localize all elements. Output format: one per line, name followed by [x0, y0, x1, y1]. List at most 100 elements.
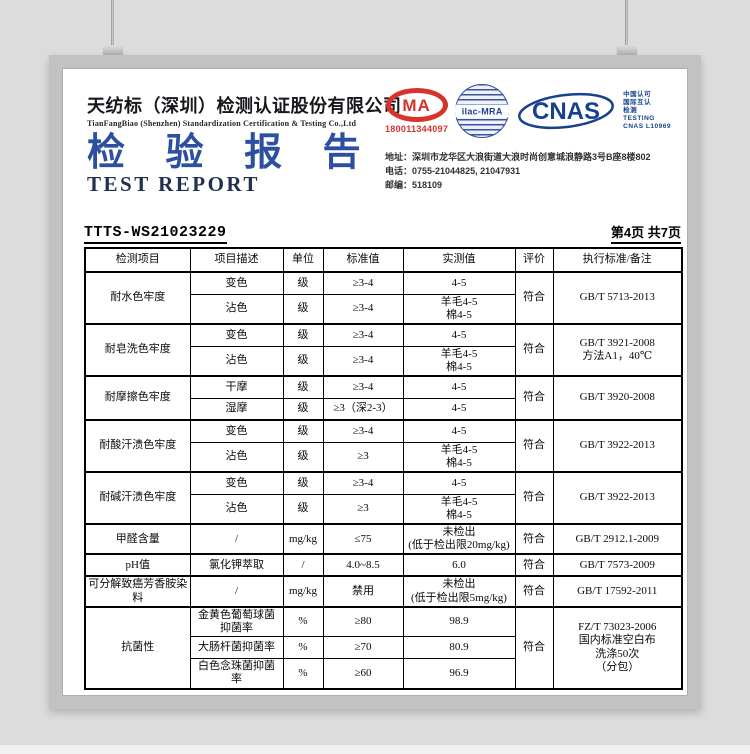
hanger-clip-left: [103, 45, 123, 56]
item-cell: 耐摩擦色牢度: [84, 375, 191, 421]
table-row: 大肠杆菌抑菌率 % ≥70 80.9: [85, 636, 682, 660]
standard-cell: ≤75: [322, 522, 404, 555]
phone-row: 电话： 0755-21044825, 21047931: [385, 164, 685, 178]
result-cell: 4-5: [402, 375, 516, 399]
ref-cell: GB/T 3922-2013: [552, 471, 683, 525]
result-cell: 未检出 (低于检出限5mg/kg): [402, 575, 516, 608]
ilac-mra-label: ilac-MRA: [455, 104, 510, 118]
table-row: pH值 氯化钾萃取 / 4.0~8.5 6.0 符合 GB/T 7573-200…: [84, 553, 683, 577]
desc-cell: 沾色: [189, 345, 284, 377]
standard-cell: ≥3-4: [322, 419, 404, 443]
report-number: TTTS-WS21023229: [84, 224, 227, 244]
desc-cell: 变色: [189, 271, 284, 295]
cnas-side-line: TESTING: [623, 115, 655, 122]
result-cell: 未检出 (低于检出限20mg/kg): [402, 522, 516, 555]
table-row: 耐酸汗渍色牢度 变色 级 ≥3-4 4-5 符合 GB/T 3922-2013: [84, 419, 683, 473]
item-cell: 甲醛含量: [84, 522, 191, 555]
desc-cell: /: [189, 575, 284, 608]
table-row: 可分解致癌芳香胺染料 / mg/kg 禁用 未检出 (低于检出限5mg/kg) …: [84, 575, 683, 608]
unit-cell: 级: [282, 271, 324, 295]
standard-cell: ≥3-4: [322, 323, 404, 347]
report-meta-line: TTTS-WS21023229 第4页 共7页: [84, 218, 681, 244]
desc-cell: 白色念珠菌抑菌 率: [189, 658, 284, 689]
evaluation-cell: 符合: [514, 375, 554, 421]
standard-cell: ≥3: [322, 493, 404, 525]
cnas-side-text: 中国认可 国际互认 检测 TESTING CNAS L10969: [623, 91, 671, 131]
unit-cell: mg/kg: [282, 575, 324, 608]
result-cell: 6.0: [402, 553, 516, 577]
desc-cell: 变色: [189, 471, 284, 495]
evaluation-cell: 符合: [514, 271, 554, 325]
cnas-logo: CNAS: [516, 89, 616, 133]
postcode-label: 邮编：: [385, 180, 413, 190]
unit-cell: %: [282, 658, 324, 689]
col-header-item: 检测项目: [84, 247, 191, 273]
unit-cell: 级: [282, 419, 324, 443]
result-cell: 羊毛4-5 棉4-5: [402, 493, 516, 525]
ref-cell: GB/T 7573-2009: [552, 553, 683, 577]
standard-cell: ≥80: [322, 605, 404, 638]
hanger-wire-left: [111, 0, 114, 50]
company-name-en: TianFangBiao (Shenzhen) Standardization …: [87, 119, 357, 128]
table-row: 甲醛含量 / mg/kg ≤75 未检出 (低于检出限20mg/kg) 符合 G…: [84, 522, 683, 555]
evaluation-cell: 符合: [514, 553, 554, 577]
standard-cell: ≥3-4: [322, 345, 404, 377]
evaluation-cell: 符合: [514, 419, 554, 473]
cnas-side-line: 检测: [623, 107, 638, 114]
standard-cell: ≥70: [322, 636, 404, 660]
unit-cell: %: [282, 636, 324, 660]
standard-cell: ≥3: [322, 441, 404, 473]
unit-cell: mg/kg: [282, 522, 324, 555]
col-header-unit: 单位: [282, 247, 324, 273]
test-results-table: 检测项目 项目描述 单位 标准值 实测值 评价 执行标准/备注 耐水色牢度 变色…: [84, 247, 683, 690]
table-row: 耐皂洗色牢度 变色 级 ≥3-4 4-5 符合 GB/T 3921-2008 方…: [84, 323, 683, 377]
item-cell: 可分解致癌芳香胺染料: [84, 575, 191, 608]
ref-cell: FZ/T 73023-2006 国内标准空白布 洗涤50次 （分包）: [552, 605, 683, 689]
hanger-wire-right: [625, 0, 628, 50]
cma-logo: MA 180011344097: [385, 88, 448, 134]
table-row: 沾色 级 ≥3 羊毛4-5 棉4-5: [85, 493, 682, 525]
result-cell: 4-5: [402, 271, 516, 295]
evaluation-cell: 符合: [514, 323, 554, 377]
cnas-side-line: 国际互认: [623, 99, 652, 106]
hanger-clip-right: [617, 45, 637, 56]
standard-cell: ≥3-4: [322, 375, 404, 399]
postcode-row: 邮编： 518109: [385, 178, 685, 192]
table-row: 白色念珠菌抑菌 率 % ≥60 96.9: [85, 658, 682, 689]
unit-cell: 级: [282, 345, 324, 377]
standard-cell: ≥3-4: [322, 471, 404, 495]
cma-letters: MA: [402, 95, 431, 115]
standard-cell: ≥60: [322, 658, 404, 689]
unit-cell: 级: [282, 441, 324, 473]
table-row: 抗菌性 金黄色葡萄球菌 抑菌率 % ≥80 98.9 符合 FZ/T 73023…: [84, 605, 683, 689]
address-row: 地址： 深圳市龙华区大浪街道大浪时尚创意城浪静路3号B座8楼802: [385, 150, 685, 164]
desc-cell: 大肠杆菌抑菌率: [189, 636, 284, 660]
evaluation-cell: 符合: [514, 471, 554, 525]
evaluation-cell: 符合: [514, 605, 554, 689]
phone-label: 电话：: [385, 166, 413, 176]
accreditation-logos: MA 180011344097 ilac-MRA CNAS: [385, 80, 685, 142]
desc-cell: 湿摩: [189, 397, 284, 421]
result-cell: 羊毛4-5 棉4-5: [402, 345, 516, 377]
desc-cell: 沾色: [189, 441, 284, 473]
desc-cell: 变色: [189, 323, 284, 347]
cnas-swoosh-icon: CNAS: [518, 92, 615, 130]
unit-cell: 级: [282, 323, 324, 347]
item-cell: 耐酸汗渍色牢度: [84, 419, 191, 473]
result-cell: 4-5: [402, 471, 516, 495]
cma-oval-icon: MA: [385, 88, 448, 122]
unit-cell: 级: [282, 293, 324, 325]
postcode-value: 518109: [412, 180, 443, 190]
desc-cell: 变色: [189, 419, 284, 443]
item-cell: 耐碱汗渍色牢度: [84, 471, 191, 525]
report-title-en: TEST REPORT: [87, 171, 260, 196]
ref-cell: GB/T 17592-2011: [552, 575, 683, 608]
desc-cell: 氯化钾萃取: [189, 553, 284, 577]
result-cell: 4-5: [402, 323, 516, 347]
report-board: 天纺标（深圳）检测认证股份有限公司 TianFangBiao (Shenzhen…: [49, 55, 701, 709]
table-header-row: 检测项目 项目描述 单位 标准值 实测值 评价 执行标准/备注: [84, 247, 683, 273]
col-header-standard: 标准值: [322, 247, 404, 273]
unit-cell: 级: [282, 397, 324, 421]
standard-cell: 禁用: [322, 575, 404, 608]
